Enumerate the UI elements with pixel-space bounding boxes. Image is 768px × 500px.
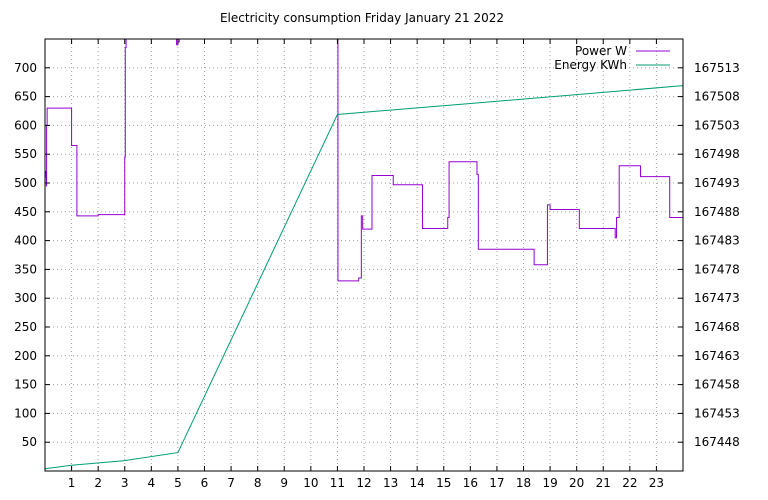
series-layer (45, 39, 683, 470)
plot-frame (44, 38, 684, 472)
y-tick-label: 600 (14, 118, 37, 132)
x-tick-label: 9 (280, 476, 288, 490)
x-tick-label: 8 (254, 476, 262, 490)
y2-tick-label: 167448 (694, 435, 740, 449)
series-energy-line (45, 85, 683, 470)
x-tick-label: 7 (227, 476, 235, 490)
x-tick-label: 14 (410, 476, 425, 490)
y2-tick-label: 167478 (694, 262, 740, 276)
x-tick-label: 22 (622, 476, 637, 490)
y-tick-label: 500 (14, 176, 37, 190)
x-tick-label: 19 (542, 476, 557, 490)
x-tick-label: 12 (356, 476, 371, 490)
y2-tick-label: 167503 (694, 118, 740, 132)
x-tick-label: 23 (649, 476, 664, 490)
x-tick-label: 1 (68, 476, 76, 490)
legend-label-power: Power W (575, 44, 627, 58)
y-tick-label: 650 (14, 90, 37, 104)
y-tick-label: 450 (14, 205, 37, 219)
x-tick-label: 16 (463, 476, 478, 490)
y-tick-label: 550 (14, 147, 37, 161)
y-tick-label: 700 (14, 61, 37, 75)
y2-tick-label: 167488 (694, 205, 740, 219)
y-tick-label: 100 (14, 406, 37, 420)
y-tick-label: 250 (14, 320, 37, 334)
y2-tick-label: 167483 (694, 234, 740, 248)
y2-tick-label: 167463 (694, 349, 740, 363)
legend-label-energy: Energy KWh (554, 58, 627, 72)
x-tick-label: 17 (489, 476, 504, 490)
y2-tick-label: 167513 (694, 61, 740, 75)
x-tick-label: 18 (516, 476, 531, 490)
x-tick-label: 5 (174, 476, 182, 490)
y-tick-label: 400 (14, 234, 37, 248)
y2-tick-label: 167508 (694, 90, 740, 104)
y-tick-label: 350 (14, 262, 37, 276)
chart-title: Electricity consumption Friday January 2… (220, 11, 504, 25)
y-tick-label: 50 (22, 435, 37, 449)
y2-tick-label: 167458 (694, 378, 740, 392)
x-tick-label: 6 (201, 476, 209, 490)
x-tick-label: 15 (436, 476, 451, 490)
x-tick-label: 3 (121, 476, 129, 490)
axis-layer: 1 2 3 4 5 6 7 8 9 10 11 12 13 14 15 16 17 18 19 20 21 22 23501… (14, 38, 740, 490)
grid-layer (45, 39, 683, 471)
x-tick-label: 11 (330, 476, 345, 490)
x-tick-label: 13 (383, 476, 398, 490)
series-power-line (45, 39, 683, 282)
y-tick-label: 200 (14, 349, 37, 363)
y2-tick-label: 167493 (694, 176, 740, 190)
x-tick-label: 21 (596, 476, 611, 490)
y-tick-label: 300 (14, 291, 37, 305)
legend: Power W Energy KWh (554, 44, 670, 72)
x-tick-label: 20 (569, 476, 584, 490)
x-tick-label: 2 (94, 476, 102, 490)
y2-tick-label: 167498 (694, 147, 740, 161)
y2-tick-label: 167453 (694, 406, 740, 420)
x-tick-label: 10 (303, 476, 318, 490)
y2-tick-label: 167473 (694, 291, 740, 305)
y-tick-label: 150 (14, 378, 37, 392)
y2-tick-label: 167468 (694, 320, 740, 334)
x-tick-label: 4 (148, 476, 156, 490)
